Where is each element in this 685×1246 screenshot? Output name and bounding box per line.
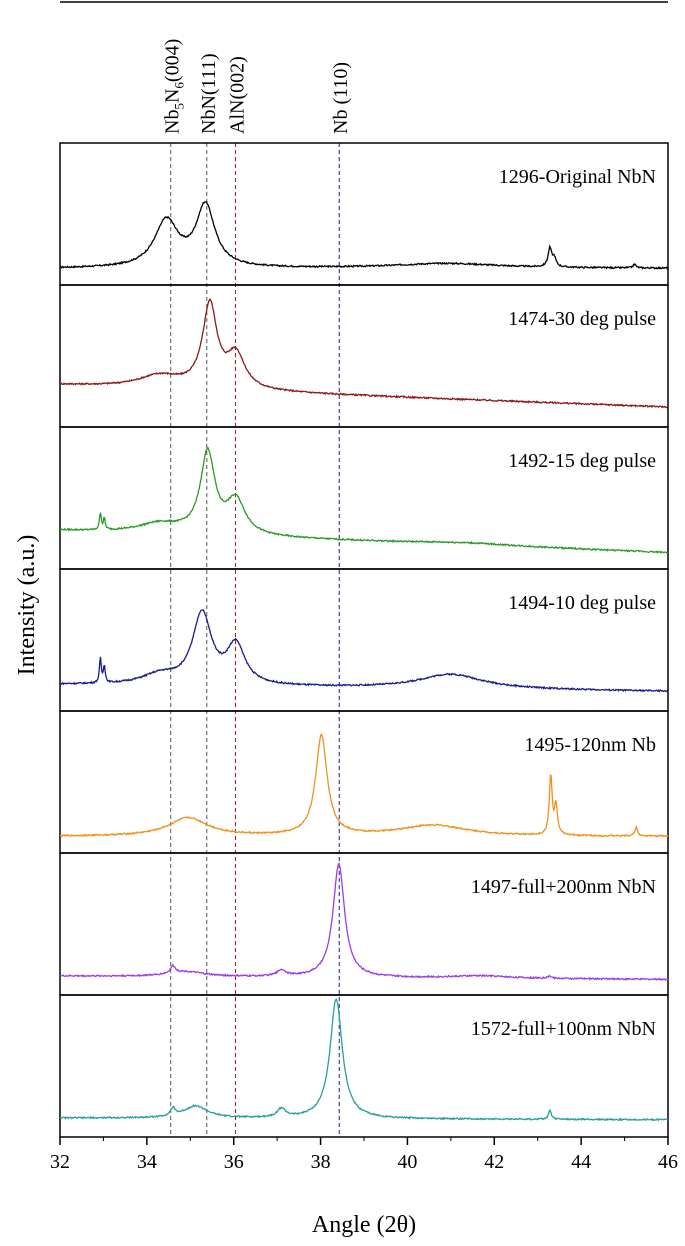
x-tick-label-5: 42 (484, 1151, 504, 1173)
y-axis-label: Intensity (a.u.) (14, 535, 40, 676)
reference-labels: Nb5N6(004) NbN(111) AlN(002) Nb (110) (162, 39, 353, 134)
panel-1: 1474-30 deg pulse (59, 284, 669, 428)
x-tick-label-2: 36 (224, 1151, 244, 1173)
x-axis: 32 34 36 38 40 42 44 46 (50, 1137, 678, 1173)
panel-frame-2 (59, 426, 669, 570)
series-label-0: 1296-Original NbN (499, 166, 656, 188)
panel-frame-1 (59, 284, 669, 428)
series-line-1 (59, 297, 669, 409)
series-line-2 (59, 446, 669, 554)
series-label-5: 1497-full+200nm NbN (471, 876, 656, 898)
x-tick-label-4: 40 (397, 1151, 417, 1173)
panel-frame-5 (59, 852, 669, 996)
series-line-4 (59, 732, 669, 838)
series-label-3: 1494-10 deg pulse (508, 592, 656, 614)
series-line-0 (59, 200, 669, 270)
series-line-6 (59, 998, 669, 1122)
reference-label-1: NbN(111) (198, 53, 220, 134)
panel-3: 1494-10 deg pulse (59, 568, 669, 712)
panel-frame-0 (59, 142, 669, 286)
series-label-1: 1474-30 deg pulse (508, 308, 656, 330)
x-tick-label-3: 38 (311, 1151, 331, 1173)
series-line-5 (59, 861, 669, 982)
series-label-2: 1492-15 deg pulse (508, 450, 656, 472)
x-tick-label-7: 46 (658, 1151, 678, 1173)
panels: 1296-Original NbN 1474-30 deg pulse 1492-1… (59, 142, 669, 1138)
panel-6: 1572-full+100nm NbN (59, 994, 669, 1138)
series-line-3 (59, 609, 669, 693)
panel-5: 1497-full+200nm NbN (59, 852, 669, 996)
reference-label-3: Nb (110) (330, 62, 352, 134)
reference-label-0: Nb5N6(004) (162, 39, 187, 134)
x-tick-label-6: 44 (571, 1151, 591, 1173)
x-tick-label-1: 34 (137, 1151, 157, 1173)
panel-0: 1296-Original NbN (59, 142, 669, 286)
x-axis-label: Angle (2θ) (312, 1212, 416, 1238)
panel-frame-4 (59, 710, 669, 854)
panel-4: 1495-120nm Nb (59, 710, 669, 854)
series-label-6: 1572-full+100nm NbN (471, 1018, 656, 1040)
reference-lines (170, 143, 340, 1137)
panel-2: 1492-15 deg pulse (59, 426, 669, 570)
x-tick-label-0: 32 (50, 1151, 70, 1173)
reference-label-2: AlN(002) (226, 56, 248, 134)
series-label-4: 1495-120nm Nb (524, 734, 656, 756)
